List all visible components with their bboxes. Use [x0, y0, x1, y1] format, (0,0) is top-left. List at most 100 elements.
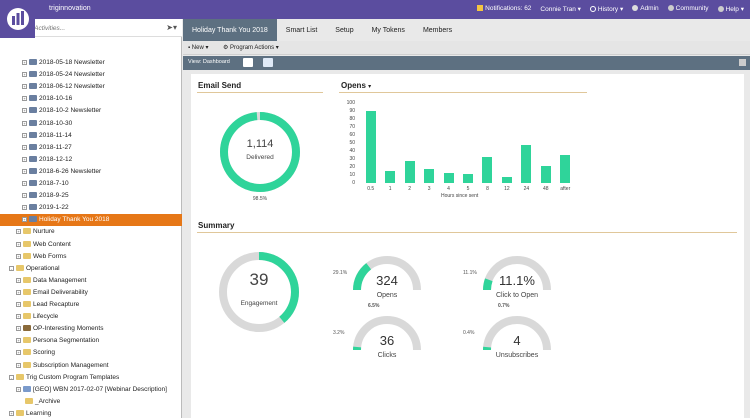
filter-icon[interactable]: ➤▾ — [166, 23, 177, 32]
tab-my-tokens[interactable]: My Tokens — [371, 27, 405, 34]
expand-icon[interactable]: + — [16, 253, 21, 259]
dashboard-view-icon[interactable] — [243, 58, 253, 67]
tree-item[interactable]: + Nurture — [0, 226, 182, 238]
expand-icon[interactable]: + — [22, 205, 27, 211]
tree-item[interactable]: +2018-12-12 — [0, 154, 182, 166]
tree-item[interactable]: +2018-6-26 Newsletter — [0, 166, 182, 178]
expand-icon[interactable]: + — [22, 193, 27, 199]
tree-item[interactable]: + Scoring — [0, 347, 182, 359]
opens-bar[interactable] — [463, 174, 473, 183]
tree-item[interactable]: + Lifecycle — [0, 311, 182, 323]
tab-program-dashboard[interactable]: Holiday Thank You 2018 — [183, 19, 277, 41]
tree-item[interactable]: +2018-05-24 Newsletter — [0, 69, 182, 81]
tree-item-label: 2018-10-16 — [39, 95, 73, 103]
admin-link[interactable]: Admin — [632, 5, 659, 13]
click-to-open-label: Click to Open — [495, 292, 539, 299]
expand-icon[interactable]: + — [22, 120, 27, 126]
opens-bar[interactable] — [443, 173, 454, 183]
unsubscribes-label: Unsubscribes — [495, 352, 539, 359]
expand-icon[interactable]: + — [16, 350, 21, 356]
expand-icon[interactable]: + — [22, 132, 27, 138]
x-tick-label: 24 — [523, 186, 530, 192]
user-menu[interactable]: Connie Tran ▾ — [540, 6, 581, 13]
expand-icon[interactable]: + — [22, 84, 27, 90]
expand-icon[interactable]: + — [16, 241, 21, 247]
tree-item[interactable]: +2018-10-16 — [0, 93, 182, 105]
tree-item[interactable]: + Learning — [0, 408, 182, 418]
tree-item[interactable]: + Subscription Management — [0, 360, 182, 372]
tree-item[interactable]: + Data Management — [0, 275, 182, 287]
notifications-link[interactable]: Notifications: 62 — [477, 5, 531, 13]
tree-item[interactable]: + OP-Interesting Moments — [0, 323, 182, 335]
new-button[interactable]: ▪ New ▾ — [188, 45, 209, 51]
opens-bar[interactable] — [560, 155, 571, 183]
opens-bar[interactable] — [404, 161, 415, 183]
expand-icon[interactable]: + — [16, 338, 21, 344]
tree-item[interactable]: + [GEO] WBN 2017-02-07 [Webinar Descripti… — [0, 384, 182, 396]
collapse-icon[interactable]: - — [9, 374, 14, 380]
tab-smart-list[interactable]: Smart List — [285, 27, 318, 34]
tree-item[interactable]: +2018-11-27 — [0, 142, 182, 154]
program-icon — [29, 131, 37, 138]
tree-item[interactable]: +2018-05-18 Newsletter — [0, 57, 182, 69]
print-icon[interactable] — [739, 59, 746, 66]
program-group-icon — [23, 325, 31, 332]
collapse-icon[interactable]: - — [9, 265, 14, 271]
opens-bar[interactable] — [501, 176, 512, 183]
expand-icon[interactable]: + — [22, 96, 27, 102]
opens-bar[interactable] — [482, 156, 493, 183]
tree-item[interactable]: +2018-11-14 — [0, 130, 182, 142]
expand-icon[interactable]: + — [16, 229, 21, 235]
tree-item[interactable]: - Operational — [0, 263, 182, 275]
expand-icon[interactable]: + — [22, 144, 27, 150]
tree-item[interactable]: + Email Deliverability — [0, 287, 182, 299]
opens-bar[interactable] — [424, 169, 435, 183]
tree-item[interactable]: + Lead Recapture — [0, 299, 182, 311]
expand-icon[interactable]: + — [16, 326, 21, 332]
expand-icon[interactable]: + — [22, 108, 27, 114]
program-actions-button[interactable]: ⚙ Program Actions ▾ — [223, 45, 279, 51]
opens-dropdown-icon[interactable]: ▾ — [368, 84, 372, 90]
tab-setup[interactable]: Setup — [335, 27, 354, 34]
expand-icon[interactable]: + — [16, 277, 21, 283]
tree-item[interactable]: +2018-7-10 — [0, 178, 182, 190]
expand-icon[interactable]: + — [22, 60, 27, 65]
tree-item[interactable]: +2018-10-2 Newsletter — [0, 105, 182, 117]
expand-icon[interactable]: + — [16, 289, 21, 295]
expand-icon[interactable]: + — [22, 181, 27, 186]
tree-item[interactable]: _Archive — [0, 396, 182, 408]
history-menu[interactable]: History ▾ — [589, 5, 623, 13]
expand-icon[interactable]: + — [16, 386, 21, 392]
tree-item[interactable]: +2018-9-25 — [0, 190, 182, 202]
tree-item[interactable]: + Web Content — [0, 239, 182, 251]
expand-icon[interactable]: + — [9, 410, 14, 416]
tab-members[interactable]: Members — [422, 27, 453, 34]
opens-bar[interactable] — [521, 144, 532, 183]
tree-item[interactable]: - Trig Custom Program Templates — [0, 372, 182, 384]
logo[interactable] — [0, 0, 35, 38]
expand-icon[interactable]: + — [22, 156, 27, 162]
tree-item[interactable]: + Web Forms — [0, 251, 182, 263]
expand-icon[interactable]: + — [22, 168, 27, 174]
tree-item-label: Holiday Thank You 2018 — [39, 216, 110, 224]
tree-item[interactable]: + Persona Segmentation — [0, 335, 182, 347]
tree-item[interactable]: +2018-10-30 — [0, 118, 182, 130]
clicks-percent: 3.2% — [333, 330, 345, 336]
opens-bar[interactable] — [540, 166, 551, 183]
opens-bar[interactable] — [365, 111, 376, 183]
help-link[interactable]: Help ▾ — [717, 5, 744, 13]
tree-item[interactable]: +2018-06-12 Newsletter — [0, 81, 182, 93]
expand-icon[interactable]: + — [22, 72, 27, 78]
tree-search-input[interactable] — [4, 23, 154, 33]
expand-icon[interactable]: + — [16, 302, 21, 307]
tree-item[interactable]: + Holiday Thank You 2018 — [0, 214, 182, 227]
opens-value: 324 — [376, 273, 398, 288]
preview-view-icon[interactable] — [263, 58, 273, 67]
opens-bar[interactable] — [385, 171, 396, 183]
y-tick-label: 0 — [352, 180, 355, 186]
expand-icon[interactable]: + — [16, 314, 21, 320]
expand-icon[interactable]: + — [22, 217, 27, 223]
community-link[interactable]: Community — [667, 5, 709, 13]
expand-icon[interactable]: + — [16, 362, 21, 368]
tree-item[interactable]: +2019-1-22 — [0, 202, 182, 214]
